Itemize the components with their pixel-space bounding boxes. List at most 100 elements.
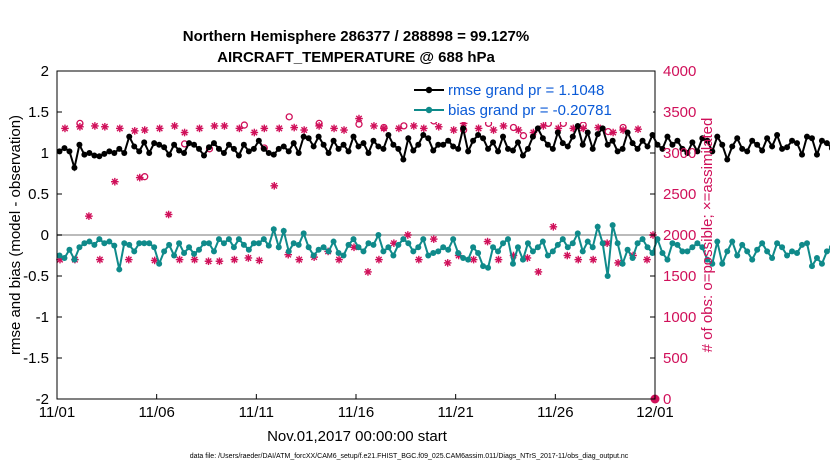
- chart-title: Northern Hemisphere 286377 / 288898 = 99…: [183, 28, 529, 45]
- bias-point: [634, 240, 641, 247]
- rmse-point: [554, 129, 561, 136]
- obs-possible-marker: [380, 123, 388, 132]
- rmse-point: [789, 137, 796, 144]
- rmse-point: [410, 147, 417, 154]
- bias-point: [769, 254, 776, 261]
- obs-assimilated-marker: [494, 255, 503, 264]
- rmse-point: [774, 131, 781, 138]
- obs-possible-marker: [400, 122, 408, 130]
- bias-point: [210, 248, 217, 255]
- rmse-point: [375, 143, 382, 150]
- bias-point: [240, 241, 247, 248]
- bias-point: [126, 241, 133, 248]
- y-tick-label: 0: [41, 227, 49, 244]
- rmse-point: [500, 133, 507, 140]
- bias-point: [480, 263, 487, 270]
- obs-assimilated-marker: [180, 128, 189, 137]
- data-file-footer: data file: /Users/raeder/DAI/ATM_forcXX/…: [190, 453, 629, 460]
- obs-assimilated-marker: [499, 122, 508, 130]
- y2-tick-label: 1000: [663, 309, 696, 326]
- rmse-point: [360, 140, 367, 147]
- bias-point: [714, 238, 721, 245]
- bias-point: [674, 241, 681, 248]
- bias-point: [609, 222, 616, 229]
- obs-possible-marker: [240, 121, 249, 129]
- obs-assimilated-marker: [170, 122, 179, 130]
- obs-assimilated-marker: [290, 123, 299, 132]
- bias-point: [270, 226, 277, 233]
- rmse-point: [245, 148, 252, 155]
- rmse-point: [664, 133, 671, 140]
- bias-point: [649, 250, 656, 257]
- bias-point: [275, 244, 282, 251]
- rmse-point: [186, 140, 193, 147]
- bias-point: [390, 252, 397, 259]
- rmse-point: [604, 141, 611, 148]
- obs-assimilated-marker: [130, 127, 139, 135]
- obs-assimilated-marker: [155, 124, 164, 133]
- bias-point: [61, 254, 68, 261]
- obs-assimilated-marker: [295, 255, 303, 264]
- x-tick-label: 11/16: [338, 404, 374, 421]
- rmse-point: [210, 140, 217, 147]
- rmse-point: [529, 133, 536, 140]
- bias-point: [604, 273, 611, 279]
- rmse-point: [415, 141, 422, 148]
- bias-point: [455, 250, 462, 257]
- y2-tick-label: 1500: [663, 268, 696, 285]
- bias-point: [470, 244, 477, 251]
- bias-point: [784, 252, 791, 259]
- bias-point: [749, 256, 756, 263]
- rmse-point: [315, 133, 322, 140]
- rmse-point: [818, 137, 825, 144]
- obs-assimilated-marker: [164, 210, 173, 219]
- bias-point: [699, 244, 706, 251]
- bias-point: [166, 241, 173, 248]
- rmse-point: [634, 145, 641, 152]
- obs-assimilated-marker: [483, 237, 492, 246]
- x-tick-label: 11/11: [239, 404, 274, 421]
- obs-assimilated-marker: [190, 255, 199, 264]
- rmse-point: [559, 140, 566, 147]
- obs-assimilated-marker: [489, 126, 498, 134]
- bias-point: [440, 244, 447, 251]
- chart-subtitle: AIRCRAFT_TEMPERATURE @ 688 hPa: [217, 49, 495, 66]
- bias-point: [779, 244, 786, 251]
- bias-point: [719, 260, 726, 267]
- obs-assimilated-marker: [61, 124, 69, 133]
- rmse-point: [305, 135, 312, 142]
- rmse-point: [365, 150, 372, 156]
- y-tick-label: -0.5: [23, 268, 49, 285]
- obs-assimilated-marker: [375, 255, 383, 264]
- rmse-point: [524, 145, 531, 152]
- bias-point: [176, 240, 183, 247]
- bias-point: [325, 248, 332, 255]
- x-axis: 11/01 11/06 11/11 11/16 11/21 11/26 12/01: [39, 394, 674, 421]
- obs-assimilated-marker: [574, 255, 583, 264]
- bias-point: [121, 240, 128, 247]
- rmse-point: [544, 141, 551, 148]
- rmse-point: [280, 143, 287, 150]
- obs-assimilated-marker: [140, 126, 149, 134]
- rmse-point: [66, 148, 73, 155]
- y-tick-label: 1: [41, 145, 49, 162]
- rmse-point: [290, 140, 297, 147]
- rmse-point: [270, 151, 277, 158]
- x-tick-label: 11/26: [537, 404, 573, 421]
- bias-point: [320, 244, 327, 251]
- obs-possible-marker: [604, 127, 612, 136]
- rmse-point: [799, 151, 806, 158]
- bias-point: [589, 244, 596, 251]
- rmse-point: [699, 135, 706, 142]
- bias-point: [265, 242, 272, 249]
- rmse-point: [345, 148, 352, 155]
- y-tick-label: 1.5: [28, 104, 49, 121]
- rmse-point: [504, 145, 511, 152]
- rmse-point: [574, 122, 581, 129]
- bias-point: [694, 240, 701, 247]
- rmse-point: [739, 145, 746, 152]
- rmse-point: [320, 141, 327, 148]
- rmse-point: [76, 141, 83, 148]
- y2-tick-label: 3000: [663, 145, 696, 162]
